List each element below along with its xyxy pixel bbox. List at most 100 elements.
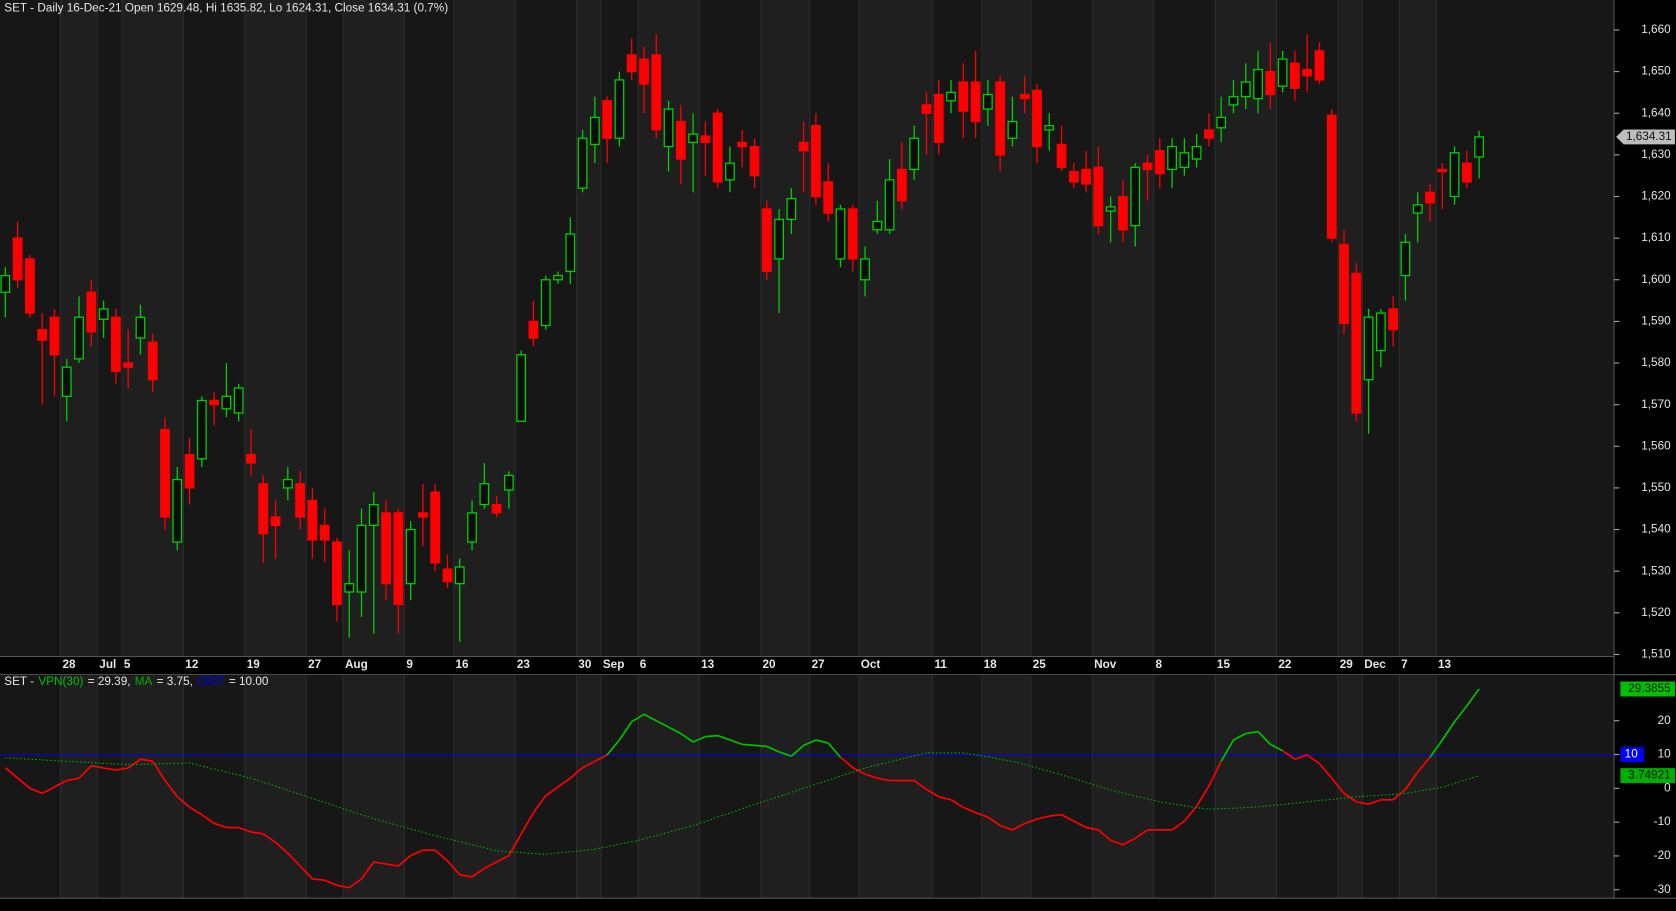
candle-body — [172, 478, 183, 543]
vpn-line — [471, 867, 485, 878]
candle-body — [1081, 168, 1092, 185]
band — [601, 675, 638, 899]
y-tick-label: 1,560 — [1641, 439, 1671, 452]
vpn-line — [729, 739, 743, 746]
candle-body — [356, 524, 367, 593]
vpn-line — [877, 777, 890, 782]
band — [637, 675, 700, 899]
vpn-line — [127, 758, 141, 769]
candle-body — [761, 208, 772, 273]
vpn-line — [29, 787, 43, 795]
vpn-line — [594, 754, 608, 763]
candle-body — [307, 499, 318, 541]
vpn-line — [324, 879, 338, 887]
candle-body — [295, 483, 306, 518]
band — [453, 0, 516, 657]
candle-body — [1289, 62, 1300, 89]
x-tick-label: 16 — [455, 658, 469, 671]
candle-body — [454, 566, 465, 585]
candle-body — [1118, 195, 1128, 231]
candle-body — [835, 208, 846, 260]
vpn-line — [1049, 813, 1062, 817]
x-tick-label: Nov — [1094, 658, 1117, 671]
candle-body — [958, 81, 969, 112]
value-badge — [1620, 681, 1675, 697]
vpn-line — [864, 773, 878, 779]
y-tick-label: 1,620 — [1641, 190, 1671, 203]
value-badge-label: 3.74921 — [1628, 769, 1670, 782]
vpn-line — [668, 726, 682, 735]
candle-body — [147, 341, 158, 381]
band — [1399, 675, 1437, 899]
candle-body — [381, 512, 391, 585]
vpn-line — [262, 833, 277, 844]
candle-body — [282, 478, 293, 489]
vpn-line — [754, 744, 767, 748]
vpn-line — [54, 779, 68, 788]
y-tick-label: 1,550 — [1641, 481, 1671, 494]
x-tick-label: Oct — [861, 658, 881, 671]
candle-body — [1265, 70, 1276, 96]
indicator-title: SET - VPN(30) = 29.39, MA = 3.75, CRIT = 10.00 — [4, 675, 269, 688]
band — [453, 675, 516, 899]
candle-body — [1314, 50, 1325, 81]
candle-body — [1474, 136, 1485, 158]
vpn-line — [999, 824, 1013, 831]
band — [699, 0, 761, 657]
y-tick-label: 0 — [1664, 781, 1671, 794]
band — [1030, 675, 1093, 899]
vpn-line — [250, 831, 264, 835]
x-tick-label: 6 — [640, 658, 647, 671]
vpn-line — [655, 719, 669, 728]
band — [306, 675, 344, 899]
candle-body — [516, 354, 527, 422]
candle-body — [74, 316, 84, 360]
value-badge-label: 29.3855 — [1628, 682, 1671, 695]
candle-body — [1204, 129, 1214, 139]
x-tick-label: 12 — [185, 658, 199, 671]
candle-body — [1154, 150, 1165, 175]
vpn-line — [680, 732, 694, 743]
vpn-line — [827, 742, 842, 758]
candle-body — [1216, 116, 1227, 129]
band — [699, 675, 761, 899]
candle-body — [1228, 95, 1239, 106]
vpn-line — [287, 852, 301, 867]
vpn-line — [1233, 732, 1247, 741]
vpn-line — [606, 739, 621, 756]
candle-body — [1449, 152, 1460, 198]
x-tick-label: 13 — [701, 658, 715, 671]
candle-body — [319, 524, 330, 541]
band — [0, 675, 61, 899]
band — [1436, 675, 1615, 899]
candle-body — [626, 54, 637, 73]
chart-title: SET - Daily 16-Dec-21 Open 1629.48, Hi 1… — [4, 2, 448, 15]
vpn-line — [385, 863, 399, 867]
candle-body — [1277, 58, 1288, 87]
x-tick-label: Dec — [1364, 658, 1386, 671]
band — [515, 675, 577, 899]
band — [60, 675, 98, 899]
price-marker-label: 1,634.31 — [1626, 130, 1672, 143]
band — [1092, 675, 1154, 899]
crit-badge — [1620, 747, 1644, 763]
vpn-line — [815, 739, 829, 744]
vpn-line — [705, 734, 718, 738]
vpn-line — [1282, 750, 1296, 760]
candle-body — [49, 316, 60, 356]
vpn-line — [1318, 763, 1333, 779]
x-tick-label: 28 — [62, 658, 76, 671]
candle-body — [12, 237, 23, 281]
band — [576, 675, 602, 899]
candle-body — [467, 512, 477, 543]
vpn-line — [140, 758, 153, 763]
candle-body — [123, 362, 134, 368]
candle-body — [417, 512, 428, 518]
candle-body — [847, 208, 858, 260]
vpn-line — [1024, 818, 1038, 825]
x-tick-label: 5 — [124, 658, 131, 671]
candle-body — [1044, 125, 1055, 131]
ma-line — [5, 752, 1480, 855]
